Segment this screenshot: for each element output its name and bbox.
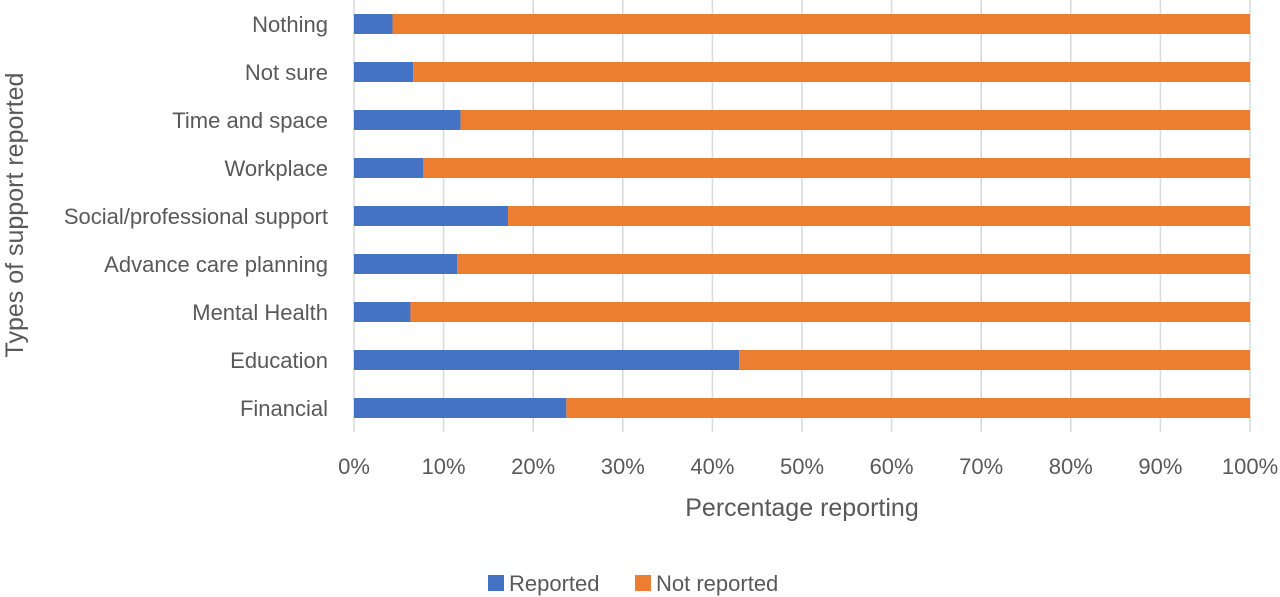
bar-segment <box>354 206 509 226</box>
category-label: Advance care planning <box>104 252 328 277</box>
bar-segment <box>354 302 411 322</box>
x-tick-label: 30% <box>601 454 645 479</box>
bar-segment <box>354 62 414 82</box>
bar-segment <box>354 254 458 274</box>
bar-segment <box>354 158 423 178</box>
bars <box>354 14 1250 418</box>
category-label: Mental Health <box>192 300 328 325</box>
x-tick-label: 0% <box>338 454 370 479</box>
bar-segment <box>354 14 393 34</box>
category-label: Workplace <box>224 156 328 181</box>
bar-segment <box>354 350 740 370</box>
category-label: Time and space <box>172 108 328 133</box>
bar-segment <box>508 206 1250 226</box>
x-tick-label: 100% <box>1222 454 1278 479</box>
legend-swatch <box>488 575 504 591</box>
category-labels: Nothing Not sure Time and space Workplace So… <box>64 12 328 421</box>
x-tick-label: 70% <box>959 454 1003 479</box>
category-label: Nothing <box>252 12 328 37</box>
bar-segment <box>457 254 1250 274</box>
bar-segment <box>739 350 1250 370</box>
x-tick-labels: 0% 10% 20% 30% 40% 50% 60% 70% 80% 90% 100% <box>338 454 1278 479</box>
category-label: Education <box>230 348 328 373</box>
y-axis-title: Types of support reported <box>1 73 29 358</box>
bar-segment <box>410 302 1250 322</box>
bar-segment <box>354 398 567 418</box>
category-label: Social/professional support <box>64 204 328 229</box>
legend-label: Not reported <box>656 571 778 596</box>
bar-segment <box>422 158 1250 178</box>
x-axis-title: Percentage reporting <box>685 494 918 522</box>
x-tick-label: 50% <box>780 454 824 479</box>
bar-segment <box>413 62 1250 82</box>
x-tick-label: 80% <box>1049 454 1093 479</box>
bar-segment <box>354 110 461 130</box>
bar-segment <box>566 398 1250 418</box>
x-tick-label: 10% <box>422 454 466 479</box>
legend-label: Reported <box>509 571 600 596</box>
legend: Reported Not reported <box>488 571 778 596</box>
x-tick-label: 90% <box>1138 454 1182 479</box>
bar-segment <box>460 110 1250 130</box>
x-tick-label: 40% <box>690 454 734 479</box>
x-tick-label: 60% <box>870 454 914 479</box>
x-tick-label: 20% <box>511 454 555 479</box>
bar-segment <box>392 14 1250 34</box>
category-label: Financial <box>240 396 328 421</box>
category-label: Not sure <box>245 60 328 85</box>
legend-swatch <box>635 575 651 591</box>
